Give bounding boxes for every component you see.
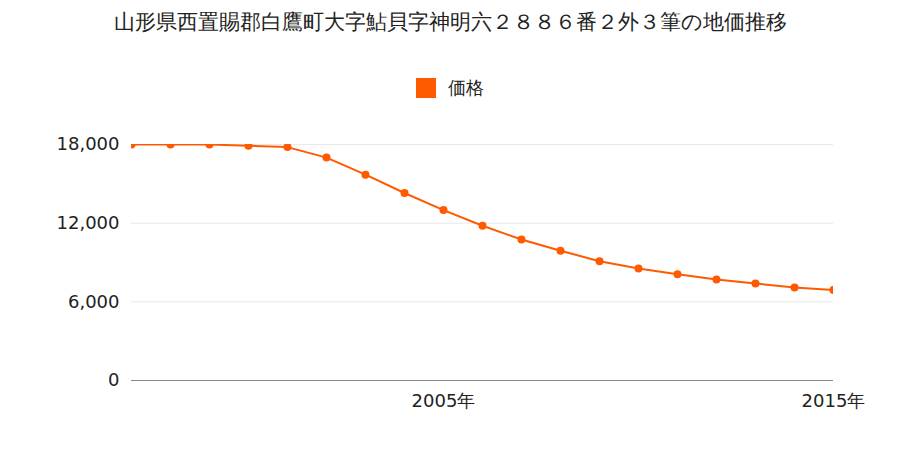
svg-text:2015年: 2015年: [802, 390, 866, 411]
svg-text:18,000: 18,000: [57, 133, 120, 154]
svg-text:12,000: 12,000: [57, 212, 120, 233]
svg-text:0: 0: [108, 369, 119, 390]
html-text:価格: 価格: [448, 77, 484, 98]
html-text:山形県西置賜郡白鷹町大字鮎貝字神明六２８８６番２外３筆の地価: 山形県西置賜郡白鷹町大字鮎貝字神明六２８８６番２外３筆の地価推移: [113, 10, 787, 34]
svg-text:6,000: 6,000: [68, 291, 120, 312]
svg-text:2005年: 2005年: [412, 390, 476, 411]
